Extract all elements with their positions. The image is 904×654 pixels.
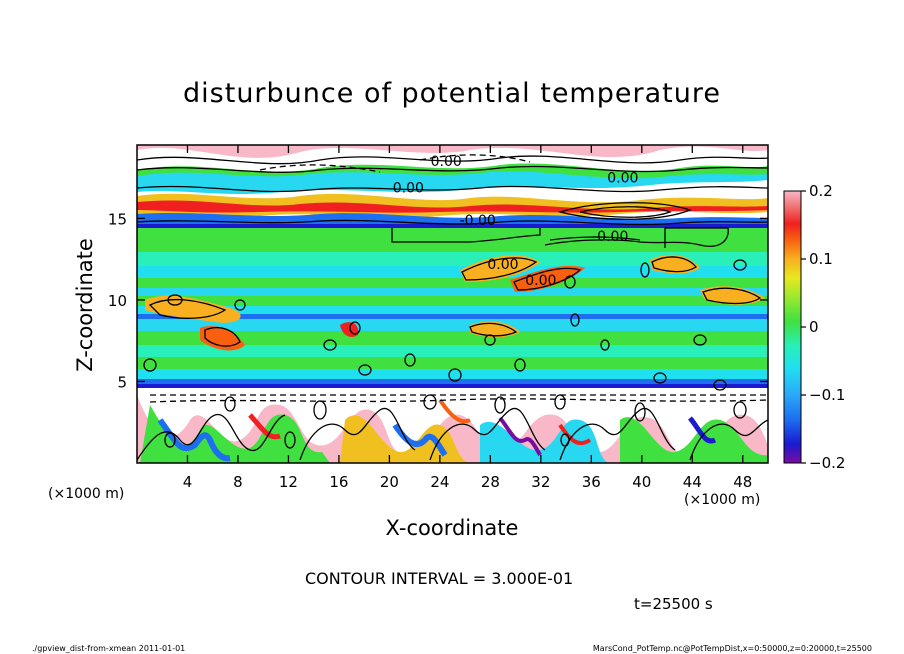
- x-axis-ticks: 4 8 12 16 20 24 28 32 36 40 44 48: [183, 145, 752, 491]
- x-tick-label: 48: [733, 473, 752, 491]
- plot-area: 0.00 0.00 0.00 -0.00 -0.00 0.00 0.00: [137, 145, 768, 463]
- colorbar-tick-label: 0: [809, 318, 819, 336]
- y-axis-label: Z-coordinate: [73, 238, 97, 372]
- colorbar-tick-label: −0.1: [809, 386, 845, 404]
- contour-label: 0.00: [393, 180, 424, 196]
- x-unit-left: (×1000 m): [48, 486, 124, 502]
- y-tick-label: 5: [117, 373, 127, 391]
- x-tick-label: 40: [632, 473, 651, 491]
- contour-label: 0.00: [525, 273, 556, 289]
- contour-label: 0.00: [607, 171, 638, 187]
- contour-label: 0.00: [487, 257, 518, 273]
- time-label: t=25500 s: [634, 595, 713, 613]
- x-axis-label: X-coordinate: [386, 516, 519, 540]
- colorbar-tick-label: −0.2: [809, 454, 845, 472]
- chart-title: disturbunce of potential temperature: [183, 78, 721, 109]
- colorbar: 0.2 0.1 0 −0.1 −0.2: [783, 182, 845, 472]
- x-tick-label: 28: [481, 473, 500, 491]
- contour-labels: 0.00 0.00 0.00 -0.00 -0.00 0.00 0.00: [393, 154, 639, 289]
- colorbar-gradient: [783, 190, 802, 464]
- heat-bands: [137, 145, 768, 463]
- x-tick-label: 32: [531, 473, 550, 491]
- y-tick-label: 15: [108, 210, 127, 228]
- contour-lines: [137, 154, 768, 461]
- x-tick-label: 8: [233, 473, 243, 491]
- contour-label: 0.00: [431, 154, 462, 170]
- x-tick-label: 12: [279, 473, 298, 491]
- contour-label: -0.00: [460, 213, 496, 229]
- contour-label: -0.00: [592, 229, 628, 245]
- x-tick-label: 20: [380, 473, 399, 491]
- footer-left: ./gpview_dist-from-xmean 2011-01-01: [32, 644, 185, 653]
- footer-right: MarsCond_PotTemp.nc@PotTempDist,x=0:5000…: [593, 644, 872, 653]
- y-axis-ticks: 5 10 15: [108, 210, 768, 391]
- colorbar-ticks: 0.2 0.1 0 −0.1 −0.2: [801, 182, 845, 472]
- plot-frame: [136, 144, 769, 464]
- x-tick-label: 4: [183, 473, 193, 491]
- colorbar-tick-label: 0.2: [809, 182, 833, 200]
- x-tick-label: 24: [430, 473, 449, 491]
- y-tick-label: 10: [108, 292, 127, 310]
- x-tick-label: 44: [683, 473, 702, 491]
- x-tick-label: 16: [329, 473, 348, 491]
- x-tick-label: 36: [582, 473, 601, 491]
- colorbar-tick-label: 0.1: [809, 250, 833, 268]
- x-unit-right: (×1000 m): [684, 492, 760, 508]
- contour-interval: CONTOUR INTERVAL = 3.000E-01: [305, 569, 573, 588]
